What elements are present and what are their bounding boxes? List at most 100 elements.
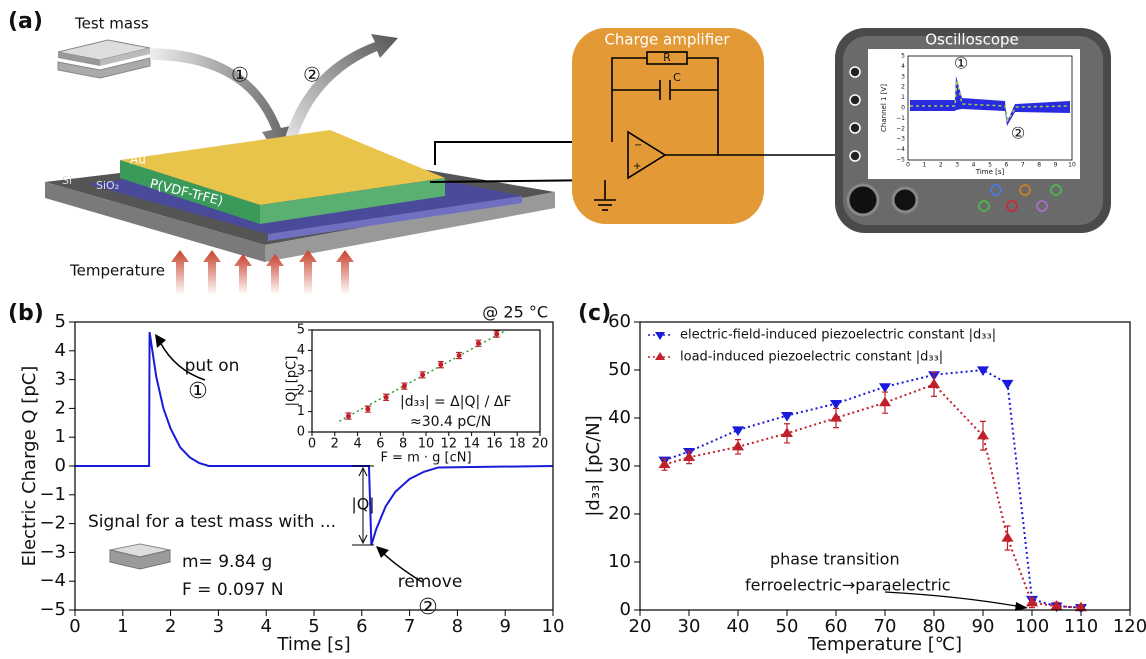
point <box>401 383 407 389</box>
x-tick-label: 0 <box>69 616 80 637</box>
scope-tick: 8 <box>1037 162 1041 169</box>
point <box>928 378 940 388</box>
y-tick-label: 10 <box>608 551 631 572</box>
panel-label: (b) <box>8 301 44 326</box>
point <box>683 451 695 461</box>
scope-tick: −2 <box>896 125 905 132</box>
scope-trace <box>910 76 1071 126</box>
x-tick-label: 60 <box>825 616 848 637</box>
scope-marker: ① <box>954 54 968 73</box>
scope-tick: −1 <box>896 115 905 122</box>
scope-tick: 3 <box>955 162 959 169</box>
y-tick-label: 5 <box>297 323 305 338</box>
amplifier-title: Charge amplifier <box>604 31 730 49</box>
legend-label: load-induced piezoelectric constant |d₃₃… <box>680 350 943 365</box>
y-tick-label: −3 <box>39 541 66 562</box>
y-tick-label: 40 <box>608 407 631 428</box>
point <box>732 440 744 451</box>
scope-tick: 1 <box>901 94 905 101</box>
x-tick-label: 12 <box>441 436 458 451</box>
x-tick-label: 110 <box>1064 616 1098 637</box>
label: Au <box>130 153 146 167</box>
annotation: remove <box>398 572 463 592</box>
panel-label: (c) <box>578 301 611 326</box>
scope-tick: 5 <box>901 53 905 60</box>
y-tick-label: 0 <box>55 455 66 476</box>
test-mass-icon <box>57 39 151 79</box>
annotation: put on <box>185 356 240 376</box>
annotation: ≈30.4 pC/N <box>410 414 491 430</box>
wire <box>434 141 632 165</box>
scope-tick: 5 <box>988 162 992 169</box>
circuit <box>594 51 850 211</box>
point <box>879 396 891 407</box>
x-tick-label: 20 <box>532 436 549 451</box>
scope-ylabel: Channel 1 [V] <box>880 84 888 132</box>
x-tick-label: 7 <box>404 616 415 637</box>
scope-tick: −5 <box>896 157 905 164</box>
x-tick-label: 16 <box>486 436 503 451</box>
test-mass-icon <box>109 549 171 570</box>
panel-label: (a) <box>8 9 43 34</box>
y-tick-label: 50 <box>608 359 631 380</box>
plot-frame <box>311 329 541 433</box>
annotation: ② <box>418 595 438 620</box>
series-line <box>75 331 554 546</box>
y-axis-label: |d₃₃| [pC/N] <box>583 415 604 516</box>
label: + <box>633 161 641 172</box>
series-line <box>664 368 1082 609</box>
annotation: m= 9.84 g <box>182 552 272 572</box>
y-tick-label: −4 <box>39 570 66 591</box>
annotation-arrow <box>159 341 206 381</box>
scope-tick: 1 <box>922 162 926 169</box>
annotation-arrow <box>1015 602 1028 611</box>
point <box>977 429 989 440</box>
x-tick-label: 8 <box>399 436 407 451</box>
x-tick-label: 70 <box>874 616 897 637</box>
scope-tick: 0 <box>906 162 910 169</box>
point <box>456 353 462 358</box>
y-tick-label: 2 <box>55 397 66 418</box>
x-tick-label: 8 <box>452 616 463 637</box>
x-tick-label: 6 <box>376 436 384 451</box>
x-tick-label: 30 <box>678 616 701 637</box>
x-tick-label: 2 <box>165 616 176 637</box>
x-axis-label: Temperature [℃] <box>807 634 962 655</box>
legend-marker <box>655 352 665 360</box>
point <box>1075 601 1087 612</box>
scope-tick: 3 <box>901 73 905 80</box>
scope-tick: 6 <box>1004 162 1008 169</box>
point <box>475 340 481 346</box>
point <box>830 412 842 422</box>
plot-frame <box>74 321 554 611</box>
y-axis-label: Electric Charge Q [pC] <box>19 366 40 567</box>
scope-tick: 2 <box>901 84 905 91</box>
x-tick-label: 10 <box>542 616 565 637</box>
scope-tick: 10 <box>1068 162 1076 169</box>
y-tick-label: −5 <box>39 599 66 620</box>
x-tick-label: 5 <box>308 616 319 637</box>
x-tick-label: 100 <box>1015 616 1049 637</box>
x-tick-label: 3 <box>213 616 224 637</box>
scope-tick: 4 <box>901 63 905 70</box>
point <box>345 413 351 419</box>
y-tick-label: 1 <box>55 426 66 447</box>
point <box>1001 379 1014 390</box>
x-tick-label: 18 <box>509 436 526 451</box>
annotation: |d₃₃| = Δ|Q| / ΔF <box>400 394 511 410</box>
scope-tick: 4 <box>972 162 976 169</box>
scope-tick: 0 <box>901 105 905 112</box>
point <box>977 366 989 376</box>
annotation: ① <box>188 379 208 404</box>
point <box>1026 596 1038 607</box>
step-label: ① <box>231 63 249 87</box>
label: R <box>663 51 671 64</box>
annotation-arrow <box>155 334 166 348</box>
y-tick-label: 20 <box>608 503 631 524</box>
x-tick-label: 10 <box>418 436 435 451</box>
point <box>420 372 426 378</box>
x-tick-label: 9 <box>499 616 510 637</box>
y-tick-label: 0 <box>297 425 305 440</box>
amplifier-box <box>572 28 764 224</box>
